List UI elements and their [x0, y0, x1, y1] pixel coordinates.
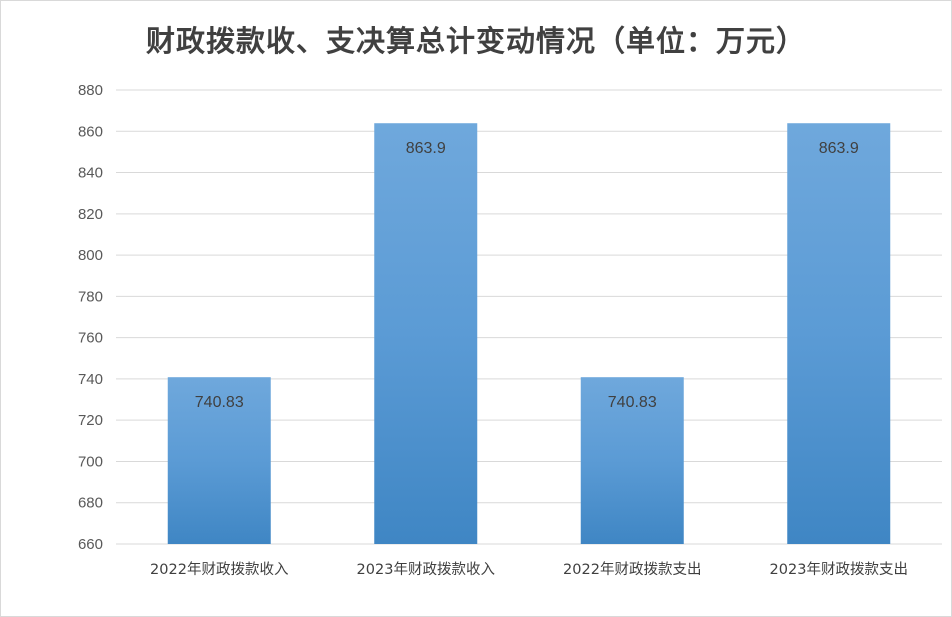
y-axis: 660 680 700 720 740 760 780 800 820 840 860 880 — [78, 82, 103, 553]
y-tick-label: 780 — [78, 288, 103, 305]
y-tick-label: 740 — [78, 371, 103, 388]
data-label: 740.83 — [608, 394, 657, 411]
bar — [374, 123, 478, 544]
y-tick-label: 800 — [78, 247, 103, 264]
y-tick-label: 680 — [78, 495, 103, 512]
x-tick-label: 2023年财政拨款支出 — [770, 561, 908, 578]
bar — [167, 377, 271, 544]
chart-title: 财政拨款收、支决算总计变动情况（单位：万元） — [145, 24, 806, 58]
y-tick-label: 660 — [78, 536, 103, 553]
data-label: 863.9 — [406, 140, 446, 157]
x-tick-label: 2022年财政拨款收入 — [150, 561, 288, 578]
bars: 740.83 863.9 740.83 863.9 — [167, 123, 891, 544]
x-tick-label: 2023年财政拨款收入 — [357, 561, 495, 578]
bar — [580, 377, 684, 544]
y-tick-label: 700 — [78, 453, 103, 470]
y-tick-label: 880 — [78, 82, 103, 99]
x-tick-label: 2022年财政拨款支出 — [563, 561, 701, 578]
data-label: 863.9 — [819, 140, 859, 157]
y-tick-label: 840 — [78, 165, 103, 182]
y-tick-label: 760 — [78, 330, 103, 347]
x-axis: 2022年财政拨款收入 2023年财政拨款收入 2022年财政拨款支出 2023年财政… — [150, 561, 908, 578]
y-tick-label: 720 — [78, 412, 103, 429]
y-tick-label: 820 — [78, 206, 103, 223]
y-tick-label: 860 — [78, 123, 103, 140]
data-label: 740.83 — [195, 394, 244, 411]
bar — [787, 123, 891, 544]
